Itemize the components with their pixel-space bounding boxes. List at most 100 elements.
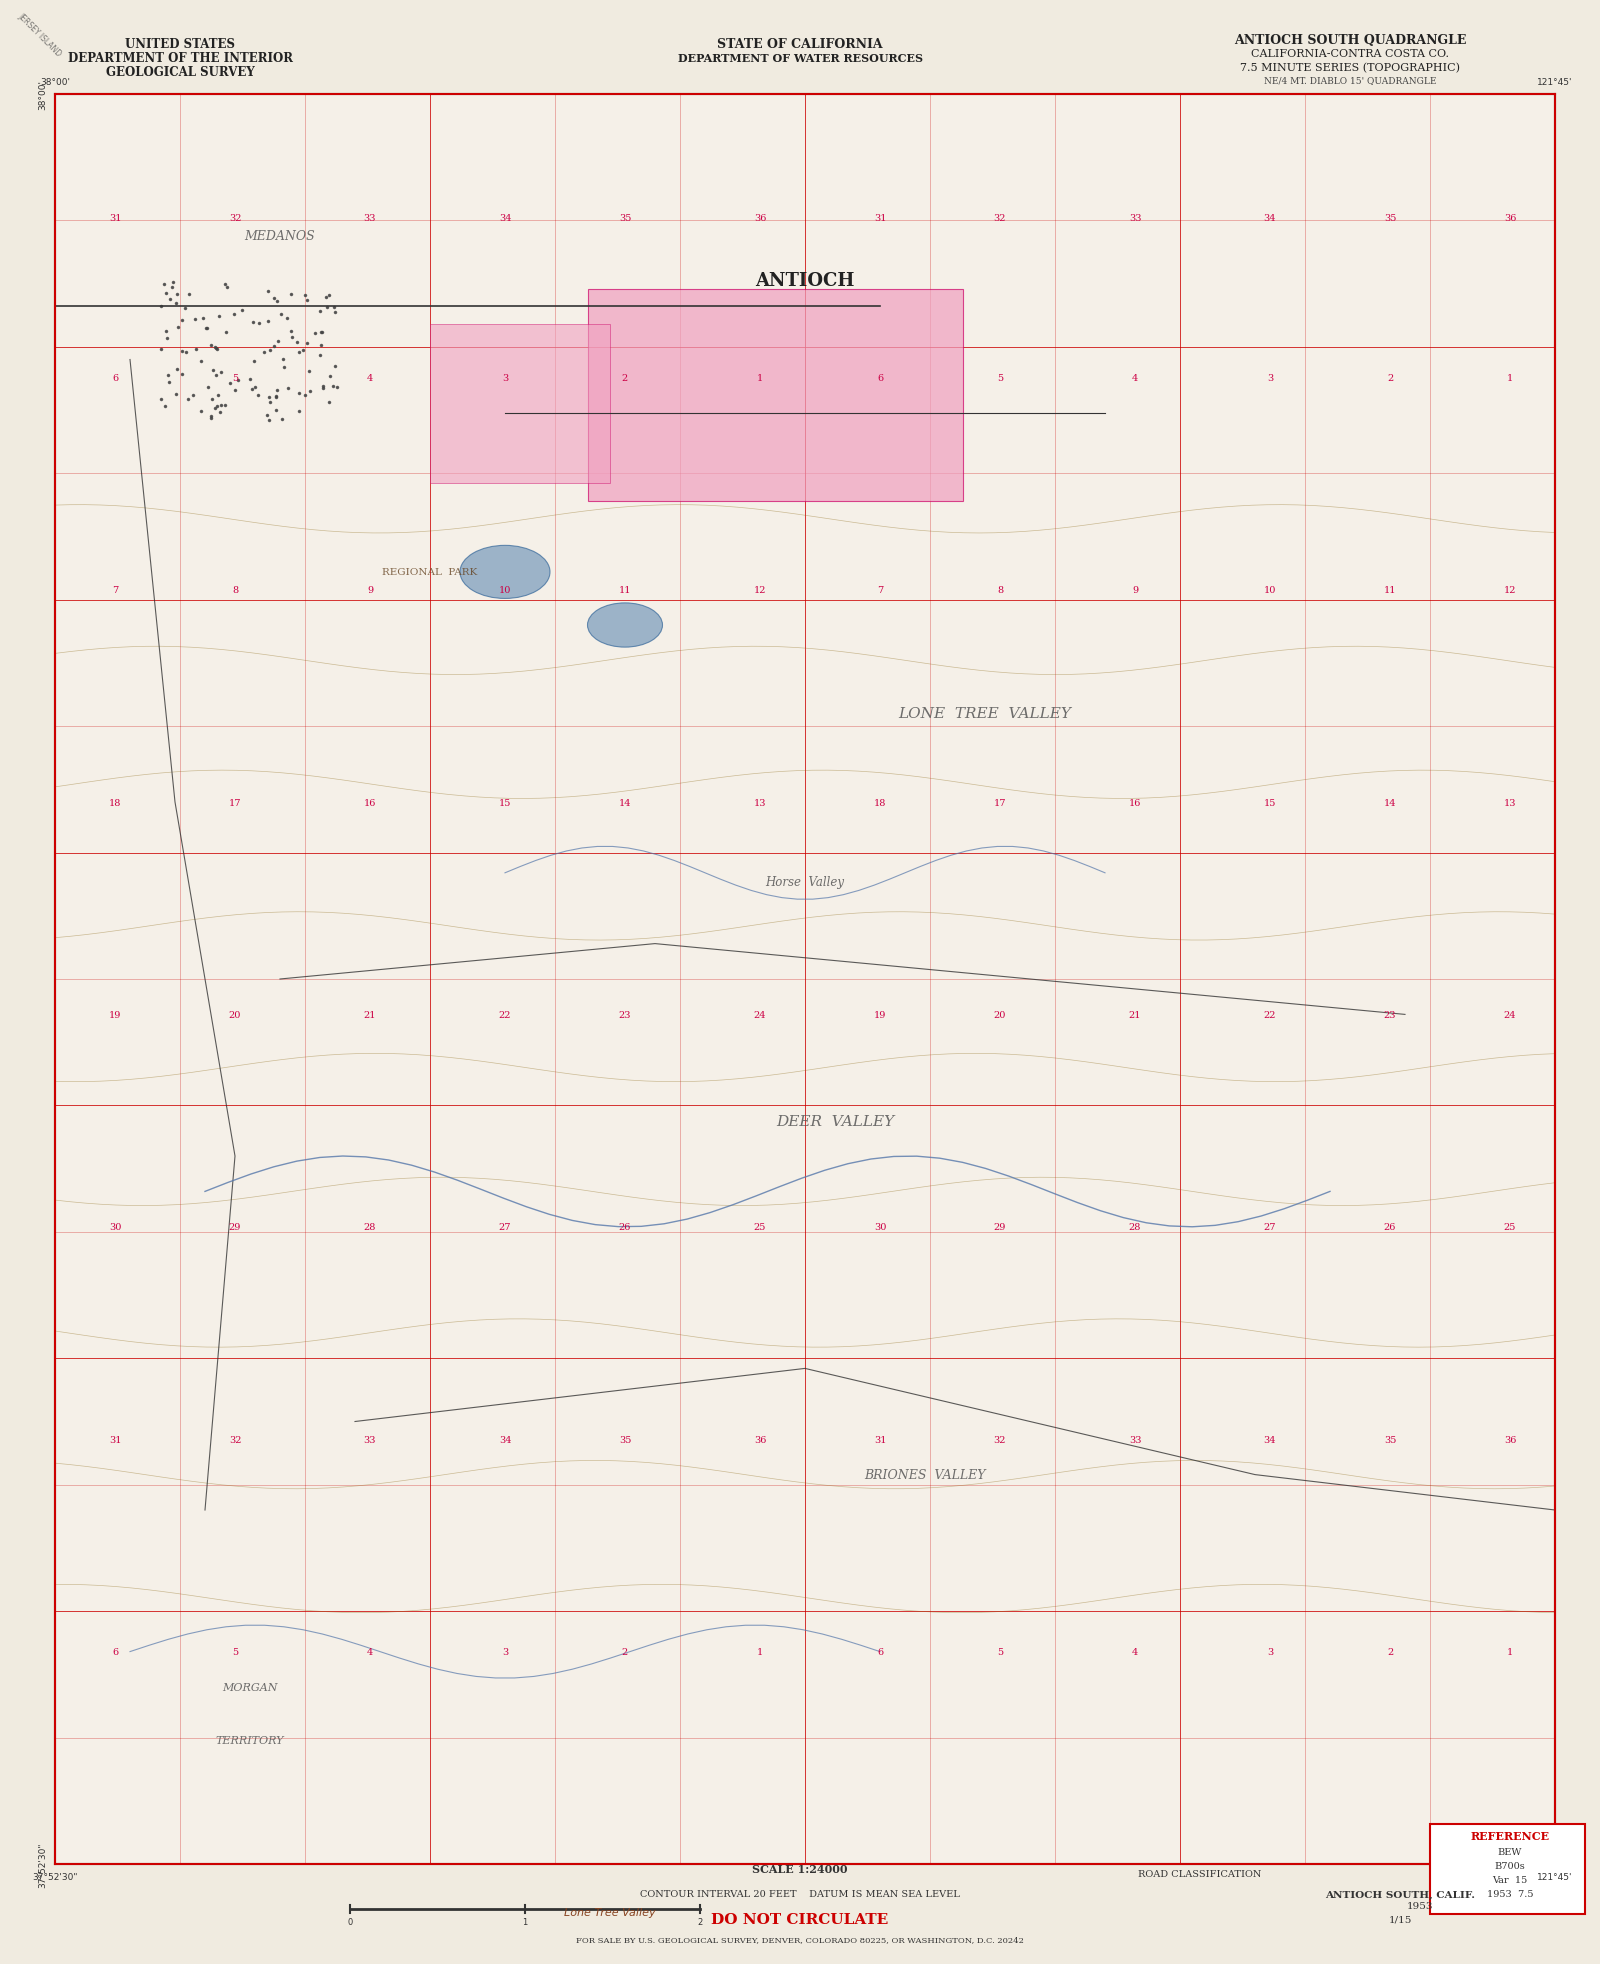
Text: 3: 3 <box>502 1648 509 1656</box>
Bar <box>587 289 963 503</box>
Text: 11: 11 <box>1384 585 1397 595</box>
Text: 23: 23 <box>1384 1009 1397 1019</box>
Text: 31: 31 <box>109 1436 122 1444</box>
Text: 29: 29 <box>229 1224 242 1231</box>
Text: Var  15: Var 15 <box>1493 1876 1528 1885</box>
Text: 2: 2 <box>622 1648 629 1656</box>
Text: 18: 18 <box>109 797 122 807</box>
Text: 3: 3 <box>1267 373 1274 383</box>
Text: 20: 20 <box>994 1009 1006 1019</box>
Text: 38°00': 38°00' <box>40 79 70 86</box>
Text: 5: 5 <box>232 373 238 383</box>
Text: 2: 2 <box>1387 1648 1394 1656</box>
Text: CONTOUR INTERVAL 20 FEET    DATUM IS MEAN SEA LEVEL: CONTOUR INTERVAL 20 FEET DATUM IS MEAN S… <box>640 1889 960 1899</box>
Text: B700s: B700s <box>1494 1862 1525 1870</box>
Text: 2: 2 <box>622 373 629 383</box>
Text: Horse  Valley: Horse Valley <box>765 876 845 888</box>
Text: 11: 11 <box>619 585 632 595</box>
Bar <box>430 324 610 485</box>
Text: GEOLOGICAL SURVEY: GEOLOGICAL SURVEY <box>106 67 254 79</box>
Text: MORGAN: MORGAN <box>222 1681 278 1693</box>
Text: BRIONES  VALLEY: BRIONES VALLEY <box>864 1469 986 1481</box>
Text: 24: 24 <box>1504 1009 1517 1019</box>
Text: 1: 1 <box>1507 1648 1514 1656</box>
Text: 25: 25 <box>1504 1224 1517 1231</box>
Text: 14: 14 <box>619 797 632 807</box>
Text: 2: 2 <box>698 1917 702 1927</box>
Text: 7: 7 <box>112 585 118 595</box>
Text: 4: 4 <box>1131 1648 1138 1656</box>
Text: 8: 8 <box>232 585 238 595</box>
Text: DEER  VALLEY: DEER VALLEY <box>776 1114 894 1127</box>
Text: 8: 8 <box>997 585 1003 595</box>
Text: ANTIOCH SOUTH QUADRANGLE: ANTIOCH SOUTH QUADRANGLE <box>1234 33 1466 47</box>
Text: 121°45': 121°45' <box>1538 1872 1573 1882</box>
Text: 15: 15 <box>499 797 510 807</box>
Text: 32: 32 <box>994 1436 1006 1444</box>
Text: 22: 22 <box>499 1009 512 1019</box>
Text: 4: 4 <box>1131 373 1138 383</box>
Text: BEW: BEW <box>1498 1848 1522 1856</box>
Text: DEPARTMENT OF WATER RESOURCES: DEPARTMENT OF WATER RESOURCES <box>677 53 923 65</box>
Text: 17: 17 <box>229 797 242 807</box>
Text: 6: 6 <box>112 373 118 383</box>
Text: 121°45': 121°45' <box>1538 79 1573 86</box>
Text: DO NOT CIRCULATE: DO NOT CIRCULATE <box>712 1913 888 1927</box>
Text: 1953: 1953 <box>1406 1901 1434 1911</box>
Text: 29: 29 <box>994 1224 1006 1231</box>
Text: JERSEY ISLAND: JERSEY ISLAND <box>16 12 64 59</box>
Text: 1953  7.5: 1953 7.5 <box>1486 1889 1533 1899</box>
Text: 12: 12 <box>1504 585 1517 595</box>
Ellipse shape <box>587 603 662 648</box>
Text: SCALE 1:24000: SCALE 1:24000 <box>752 1864 848 1874</box>
Text: 28: 28 <box>1130 1224 1141 1231</box>
Text: 26: 26 <box>619 1224 630 1231</box>
Text: ANTIOCH: ANTIOCH <box>755 271 854 291</box>
Text: 20: 20 <box>229 1009 242 1019</box>
Text: 33: 33 <box>1128 214 1141 224</box>
Text: 32: 32 <box>994 214 1006 224</box>
Text: MEDANOS: MEDANOS <box>245 230 315 244</box>
Text: UNITED STATES: UNITED STATES <box>125 39 235 51</box>
Text: 32: 32 <box>229 1436 242 1444</box>
Text: 5: 5 <box>997 1648 1003 1656</box>
Text: 12: 12 <box>754 585 766 595</box>
Text: 1: 1 <box>757 373 763 383</box>
Text: FOR SALE BY U.S. GEOLOGICAL SURVEY, DENVER, COLORADO 80225, OR WASHINGTON, D.C. : FOR SALE BY U.S. GEOLOGICAL SURVEY, DENV… <box>576 1935 1024 1942</box>
Text: 5: 5 <box>232 1648 238 1656</box>
Text: 13: 13 <box>754 797 766 807</box>
Text: 17: 17 <box>994 797 1006 807</box>
Text: Lone Tree Valley: Lone Tree Valley <box>565 1907 656 1917</box>
Text: 25: 25 <box>754 1224 766 1231</box>
Text: 36: 36 <box>1504 1436 1517 1444</box>
Text: 37°52'30": 37°52'30" <box>38 1842 46 1887</box>
Text: DEPARTMENT OF THE INTERIOR: DEPARTMENT OF THE INTERIOR <box>67 53 293 65</box>
Text: 27: 27 <box>1264 1224 1277 1231</box>
Ellipse shape <box>461 546 550 599</box>
Text: 6: 6 <box>112 1648 118 1656</box>
Text: 34: 34 <box>1264 214 1277 224</box>
Text: 34: 34 <box>499 1436 512 1444</box>
Text: 35: 35 <box>619 214 630 224</box>
Text: 3: 3 <box>1267 1648 1274 1656</box>
Text: 14: 14 <box>1384 797 1397 807</box>
Text: 3: 3 <box>502 373 509 383</box>
Text: 10: 10 <box>499 585 510 595</box>
Text: 33: 33 <box>363 214 376 224</box>
Text: 7: 7 <box>877 585 883 595</box>
Text: 2: 2 <box>1387 373 1394 383</box>
Text: 21: 21 <box>1128 1009 1141 1019</box>
Text: 36: 36 <box>754 214 766 224</box>
Text: 16: 16 <box>1130 797 1141 807</box>
Text: 30: 30 <box>109 1224 122 1231</box>
Text: STATE OF CALIFORNIA: STATE OF CALIFORNIA <box>717 39 883 51</box>
Text: 24: 24 <box>754 1009 766 1019</box>
Text: 18: 18 <box>874 797 886 807</box>
Text: 19: 19 <box>109 1009 122 1019</box>
Text: 6: 6 <box>877 1648 883 1656</box>
Text: 33: 33 <box>363 1436 376 1444</box>
Text: 0: 0 <box>347 1917 352 1927</box>
Text: 35: 35 <box>1384 1436 1397 1444</box>
Text: 33: 33 <box>1128 1436 1141 1444</box>
Text: 28: 28 <box>363 1224 376 1231</box>
